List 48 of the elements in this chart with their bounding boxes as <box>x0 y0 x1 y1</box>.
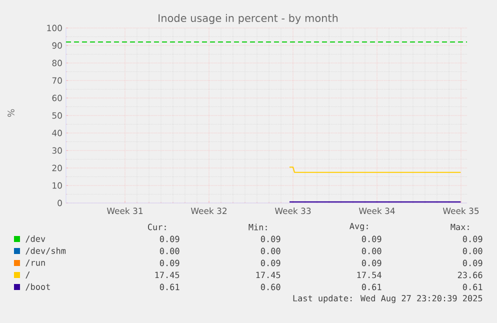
x-tick-label: Week 32 <box>190 208 226 214</box>
y-tick-label: 40 <box>52 130 62 136</box>
text: 23.66 <box>458 272 482 278</box>
legend-label: /boot <box>26 283 50 291</box>
text: 0.00 <box>260 248 280 254</box>
text: 0.09 <box>462 260 482 266</box>
y-tick-label: 0 <box>58 200 62 206</box>
text: 0.09 <box>260 236 280 242</box>
text: 17.54 <box>357 272 382 278</box>
text: 0.00 <box>160 248 180 254</box>
text: 17.45 <box>256 272 280 278</box>
text: Last update: Wed Aug 27 23:20:39 2025 <box>293 294 482 304</box>
text: 0.09 <box>160 236 180 242</box>
text: 0.61 <box>362 284 382 290</box>
text: 0.09 <box>362 260 382 266</box>
y-tick-label: 60 <box>52 94 62 102</box>
text: 0.09 <box>160 260 180 266</box>
text: 0.00 <box>362 248 382 254</box>
text: 0.00 <box>462 248 482 254</box>
text: Min: <box>248 224 267 230</box>
text: 0.60 <box>260 284 280 290</box>
x-tick-label: Week 35 <box>442 208 479 214</box>
legend-label: /dev <box>26 235 46 243</box>
y-tick-label: 70 <box>52 77 62 84</box>
y-tick-label: 20 <box>52 164 62 172</box>
y-axis-title: % <box>8 109 14 117</box>
text: 17.45 <box>155 272 180 278</box>
y-tick-label: 30 <box>52 147 62 154</box>
text: 0.09 <box>260 260 280 266</box>
legend-label: /dev/shm <box>26 247 66 255</box>
y-tick-label: 90 <box>52 42 62 49</box>
text: Max: <box>450 224 469 230</box>
legend-label: / <box>26 272 30 278</box>
text: 0.61 <box>160 284 180 290</box>
text: Cur: <box>148 224 166 230</box>
y-tick-label: 50 <box>52 112 62 119</box>
legend-label: /run <box>26 260 45 266</box>
text: 0.09 <box>462 236 482 242</box>
chart-title: Inode usage in percent - by month <box>158 14 338 24</box>
text: Avg: <box>350 223 368 231</box>
text: 0.61 <box>462 284 482 290</box>
text: 0.09 <box>362 236 382 242</box>
x-tick-label: Week 33 <box>274 208 311 214</box>
y-tick-label: 80 <box>52 60 62 66</box>
x-tick-label: Week 34 <box>358 208 395 214</box>
y-tick-label: 10 <box>52 182 62 189</box>
x-tick-label: Week 31 <box>106 208 143 214</box>
y-tick-label: 100 <box>47 24 62 32</box>
